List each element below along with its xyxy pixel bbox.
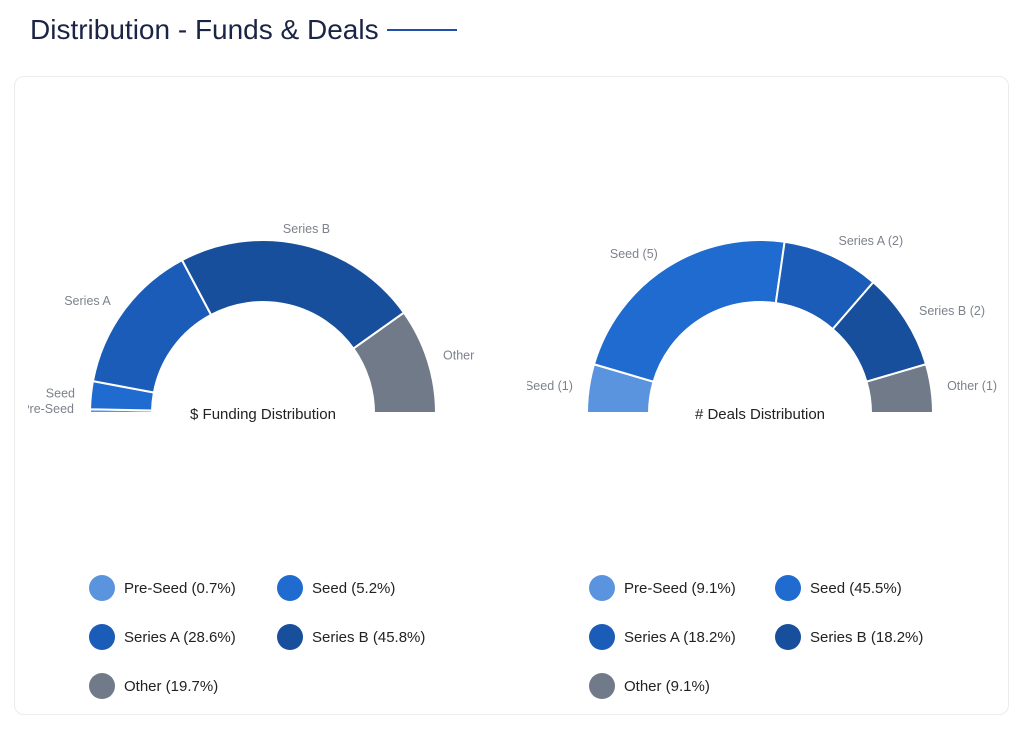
slice-label: Series B bbox=[283, 222, 330, 236]
legend-item-pre-seed[interactable]: Pre-Seed (0.7%) bbox=[89, 575, 236, 601]
legend-label: Seed (45.5%) bbox=[810, 579, 902, 597]
legend-swatch bbox=[277, 624, 303, 650]
page-title: Distribution - Funds & Deals bbox=[30, 14, 457, 46]
legend-label: Series B (18.2%) bbox=[810, 628, 924, 646]
slice-label: Other bbox=[443, 348, 474, 362]
legend-item-series-a[interactable]: Series A (18.2%) bbox=[589, 624, 736, 650]
slice-label: Other (1) bbox=[947, 379, 997, 393]
legend-item-pre-seed[interactable]: Pre-Seed (9.1%) bbox=[589, 575, 736, 601]
legend-item-series-a[interactable]: Series A (28.6%) bbox=[89, 624, 236, 650]
legend-swatch bbox=[775, 624, 801, 650]
legend-swatch bbox=[589, 673, 615, 699]
legend-label: Other (9.1%) bbox=[624, 677, 710, 695]
slice-other[interactable] bbox=[865, 363, 935, 414]
slice-label: Series A bbox=[64, 294, 111, 308]
chart-title: # Deals Distribution bbox=[695, 406, 825, 423]
legend-item-other[interactable]: Other (19.7%) bbox=[89, 673, 218, 699]
page-title-text: Distribution - Funds & Deals bbox=[30, 14, 379, 45]
title-underline bbox=[386, 29, 457, 31]
legend-item-series-b[interactable]: Series B (18.2%) bbox=[775, 624, 923, 650]
legend-item-other[interactable]: Other (9.1%) bbox=[589, 673, 710, 699]
slice-label: Series B (2) bbox=[919, 304, 985, 318]
deals-distribution-chart: Pre-Seed (1) Seed (5) Series A (2) Series B… bbox=[527, 234, 997, 423]
legend-swatch bbox=[89, 673, 115, 699]
slice-label: Series A (2) bbox=[839, 234, 904, 248]
slice-label: Pre-Seed (1) bbox=[527, 379, 573, 393]
legend-item-series-b[interactable]: Series B (45.8%) bbox=[277, 624, 425, 650]
funding-distribution-chart: Pre-Seed Seed Series A Series B Other $ Fundi… bbox=[28, 222, 474, 423]
legend-swatch bbox=[277, 575, 303, 601]
legend-item-seed[interactable]: Seed (45.5%) bbox=[775, 575, 902, 601]
legend-label: Series A (28.6%) bbox=[124, 628, 236, 646]
legend-label: Pre-Seed (0.7%) bbox=[124, 579, 236, 597]
slice-label: Pre-Seed bbox=[28, 402, 74, 416]
chart-title: $ Funding Distribution bbox=[190, 406, 336, 423]
slice-seed[interactable] bbox=[592, 239, 786, 383]
legend-swatch bbox=[589, 624, 615, 650]
distribution-card bbox=[14, 76, 1009, 715]
legend-label: Pre-Seed (9.1%) bbox=[624, 579, 736, 597]
legend-label: Seed (5.2%) bbox=[312, 579, 396, 597]
legend-label: Other (19.7%) bbox=[124, 677, 219, 695]
legend-item-seed[interactable]: Seed (5.2%) bbox=[277, 575, 395, 601]
legend-swatch bbox=[89, 575, 115, 601]
legend-swatch bbox=[775, 575, 801, 601]
legend-swatch bbox=[589, 575, 615, 601]
slice-series-b[interactable] bbox=[180, 239, 406, 350]
legend-swatch bbox=[89, 624, 115, 650]
slice-label: Seed (5) bbox=[610, 247, 658, 261]
legend-label: Series B (45.8%) bbox=[312, 628, 426, 646]
slice-label: Seed bbox=[46, 386, 75, 400]
slice-other[interactable] bbox=[352, 311, 438, 414]
legend-label: Series A (18.2%) bbox=[624, 628, 736, 646]
